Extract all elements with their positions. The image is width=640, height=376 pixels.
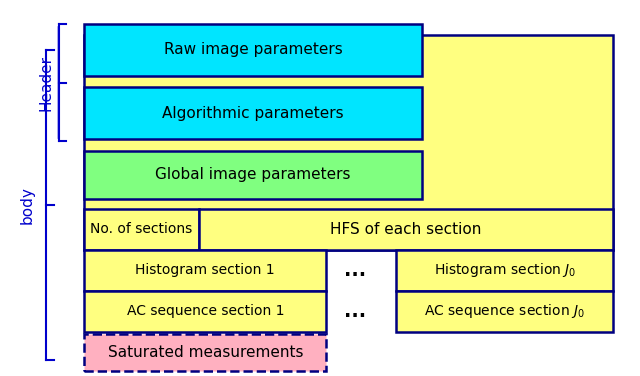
Text: ...: ... <box>344 261 366 280</box>
Text: HFS of each section: HFS of each section <box>330 221 482 237</box>
FancyBboxPatch shape <box>84 334 326 371</box>
Text: No. of sections: No. of sections <box>90 222 193 236</box>
FancyBboxPatch shape <box>199 209 613 250</box>
FancyBboxPatch shape <box>84 209 199 250</box>
Text: Header: Header <box>38 55 54 111</box>
Text: AC sequence section 1: AC sequence section 1 <box>127 304 284 318</box>
Text: Histogram section $J_0$: Histogram section $J_0$ <box>434 261 576 279</box>
FancyBboxPatch shape <box>396 250 613 291</box>
Text: Saturated measurements: Saturated measurements <box>108 345 303 360</box>
Text: ...: ... <box>344 302 366 321</box>
Text: Algorithmic parameters: Algorithmic parameters <box>163 106 344 121</box>
Text: Global image parameters: Global image parameters <box>156 167 351 182</box>
FancyBboxPatch shape <box>84 250 326 291</box>
FancyBboxPatch shape <box>396 291 613 332</box>
FancyBboxPatch shape <box>84 291 326 332</box>
FancyBboxPatch shape <box>84 151 422 199</box>
Text: body: body <box>19 186 35 224</box>
Text: Raw image parameters: Raw image parameters <box>164 42 342 58</box>
Text: Histogram section 1: Histogram section 1 <box>136 263 275 277</box>
Text: AC sequence section $J_0$: AC sequence section $J_0$ <box>424 302 585 320</box>
FancyBboxPatch shape <box>84 87 422 139</box>
FancyBboxPatch shape <box>84 35 613 250</box>
FancyBboxPatch shape <box>84 24 422 76</box>
